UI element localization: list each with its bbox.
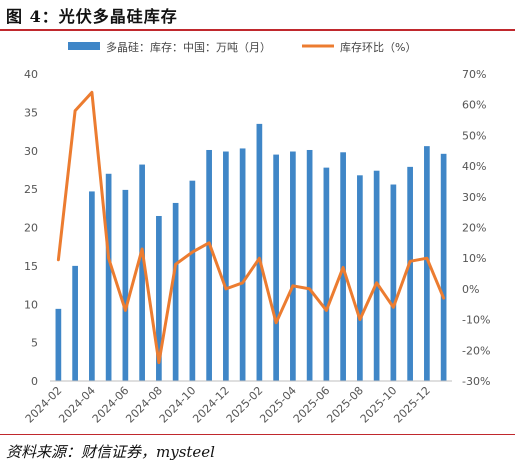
legend-swatch-bar [68, 42, 100, 50]
legend-label-bar: 多晶硅：库存：中国：万吨（月） [106, 40, 271, 54]
bar [105, 173, 112, 381]
bar [290, 151, 296, 381]
y-right-tick-label: 50% [462, 129, 486, 142]
y-left-tick-label: 40 [24, 68, 38, 81]
y-left-tick-label: 35 [24, 106, 38, 119]
y-left-tick-label: 0 [31, 375, 38, 388]
figure-title: 图 4：光伏多晶硅库存 [6, 7, 178, 26]
bar [440, 153, 447, 381]
bar [89, 191, 95, 381]
y-right-tick-label: 0% [462, 283, 479, 296]
bottom-rule [0, 434, 515, 435]
bar [239, 148, 246, 381]
bar [139, 164, 145, 381]
y-right-tick-label: 30% [462, 191, 486, 204]
y-right-tick-label: 20% [462, 222, 486, 235]
bar [72, 265, 78, 381]
y-right-tick-label: 60% [462, 99, 486, 112]
chart-container: 多晶硅：库存：中国：万吨（月） 库存环比（%） 0 5 10 15 20 25 30 35 40 -3… [0, 33, 515, 431]
y-left-tick-label: 10 [24, 298, 38, 311]
bar [206, 149, 212, 381]
y-left-tick-label: 15 [24, 260, 38, 273]
bar [306, 149, 313, 381]
bar [172, 202, 179, 381]
bar [273, 154, 279, 381]
series-line-mom [56, 90, 446, 365]
y-right-tick-label: 10% [462, 252, 486, 265]
y-left-tick-label: 25 [24, 183, 38, 196]
bar [323, 167, 330, 381]
bar [357, 175, 363, 381]
bar [373, 170, 380, 381]
y-right-tick-label: -30% [462, 375, 490, 388]
bar [122, 189, 129, 381]
bar [407, 166, 413, 381]
bar [223, 151, 229, 381]
legend-label-line: 库存环比（%） [340, 40, 416, 54]
x-tick-label: 2025-12 [391, 384, 433, 426]
y-left-tick-label: 30 [24, 145, 38, 158]
y-left-tick-label: 20 [24, 222, 38, 235]
y-left-tick-label: 5 [31, 337, 38, 350]
bar [55, 308, 62, 381]
bar [189, 180, 196, 381]
bar [424, 146, 430, 381]
y-right-tick-label: -20% [462, 344, 490, 357]
title-rule [0, 29, 515, 31]
bar [256, 123, 263, 381]
y-right-tick-label: 70% [462, 68, 486, 81]
y-right-tick-label: 40% [462, 160, 486, 173]
y-right-tick-label: -10% [462, 314, 490, 327]
bar [390, 184, 397, 381]
bar [156, 215, 162, 381]
inventory-chart: 多晶硅：库存：中国：万吨（月） 库存环比（%） 0 5 10 15 20 25 30 35 40 -3… [23, 40, 491, 426]
source-note: 资料来源：财信证券，mysteel [6, 443, 215, 461]
